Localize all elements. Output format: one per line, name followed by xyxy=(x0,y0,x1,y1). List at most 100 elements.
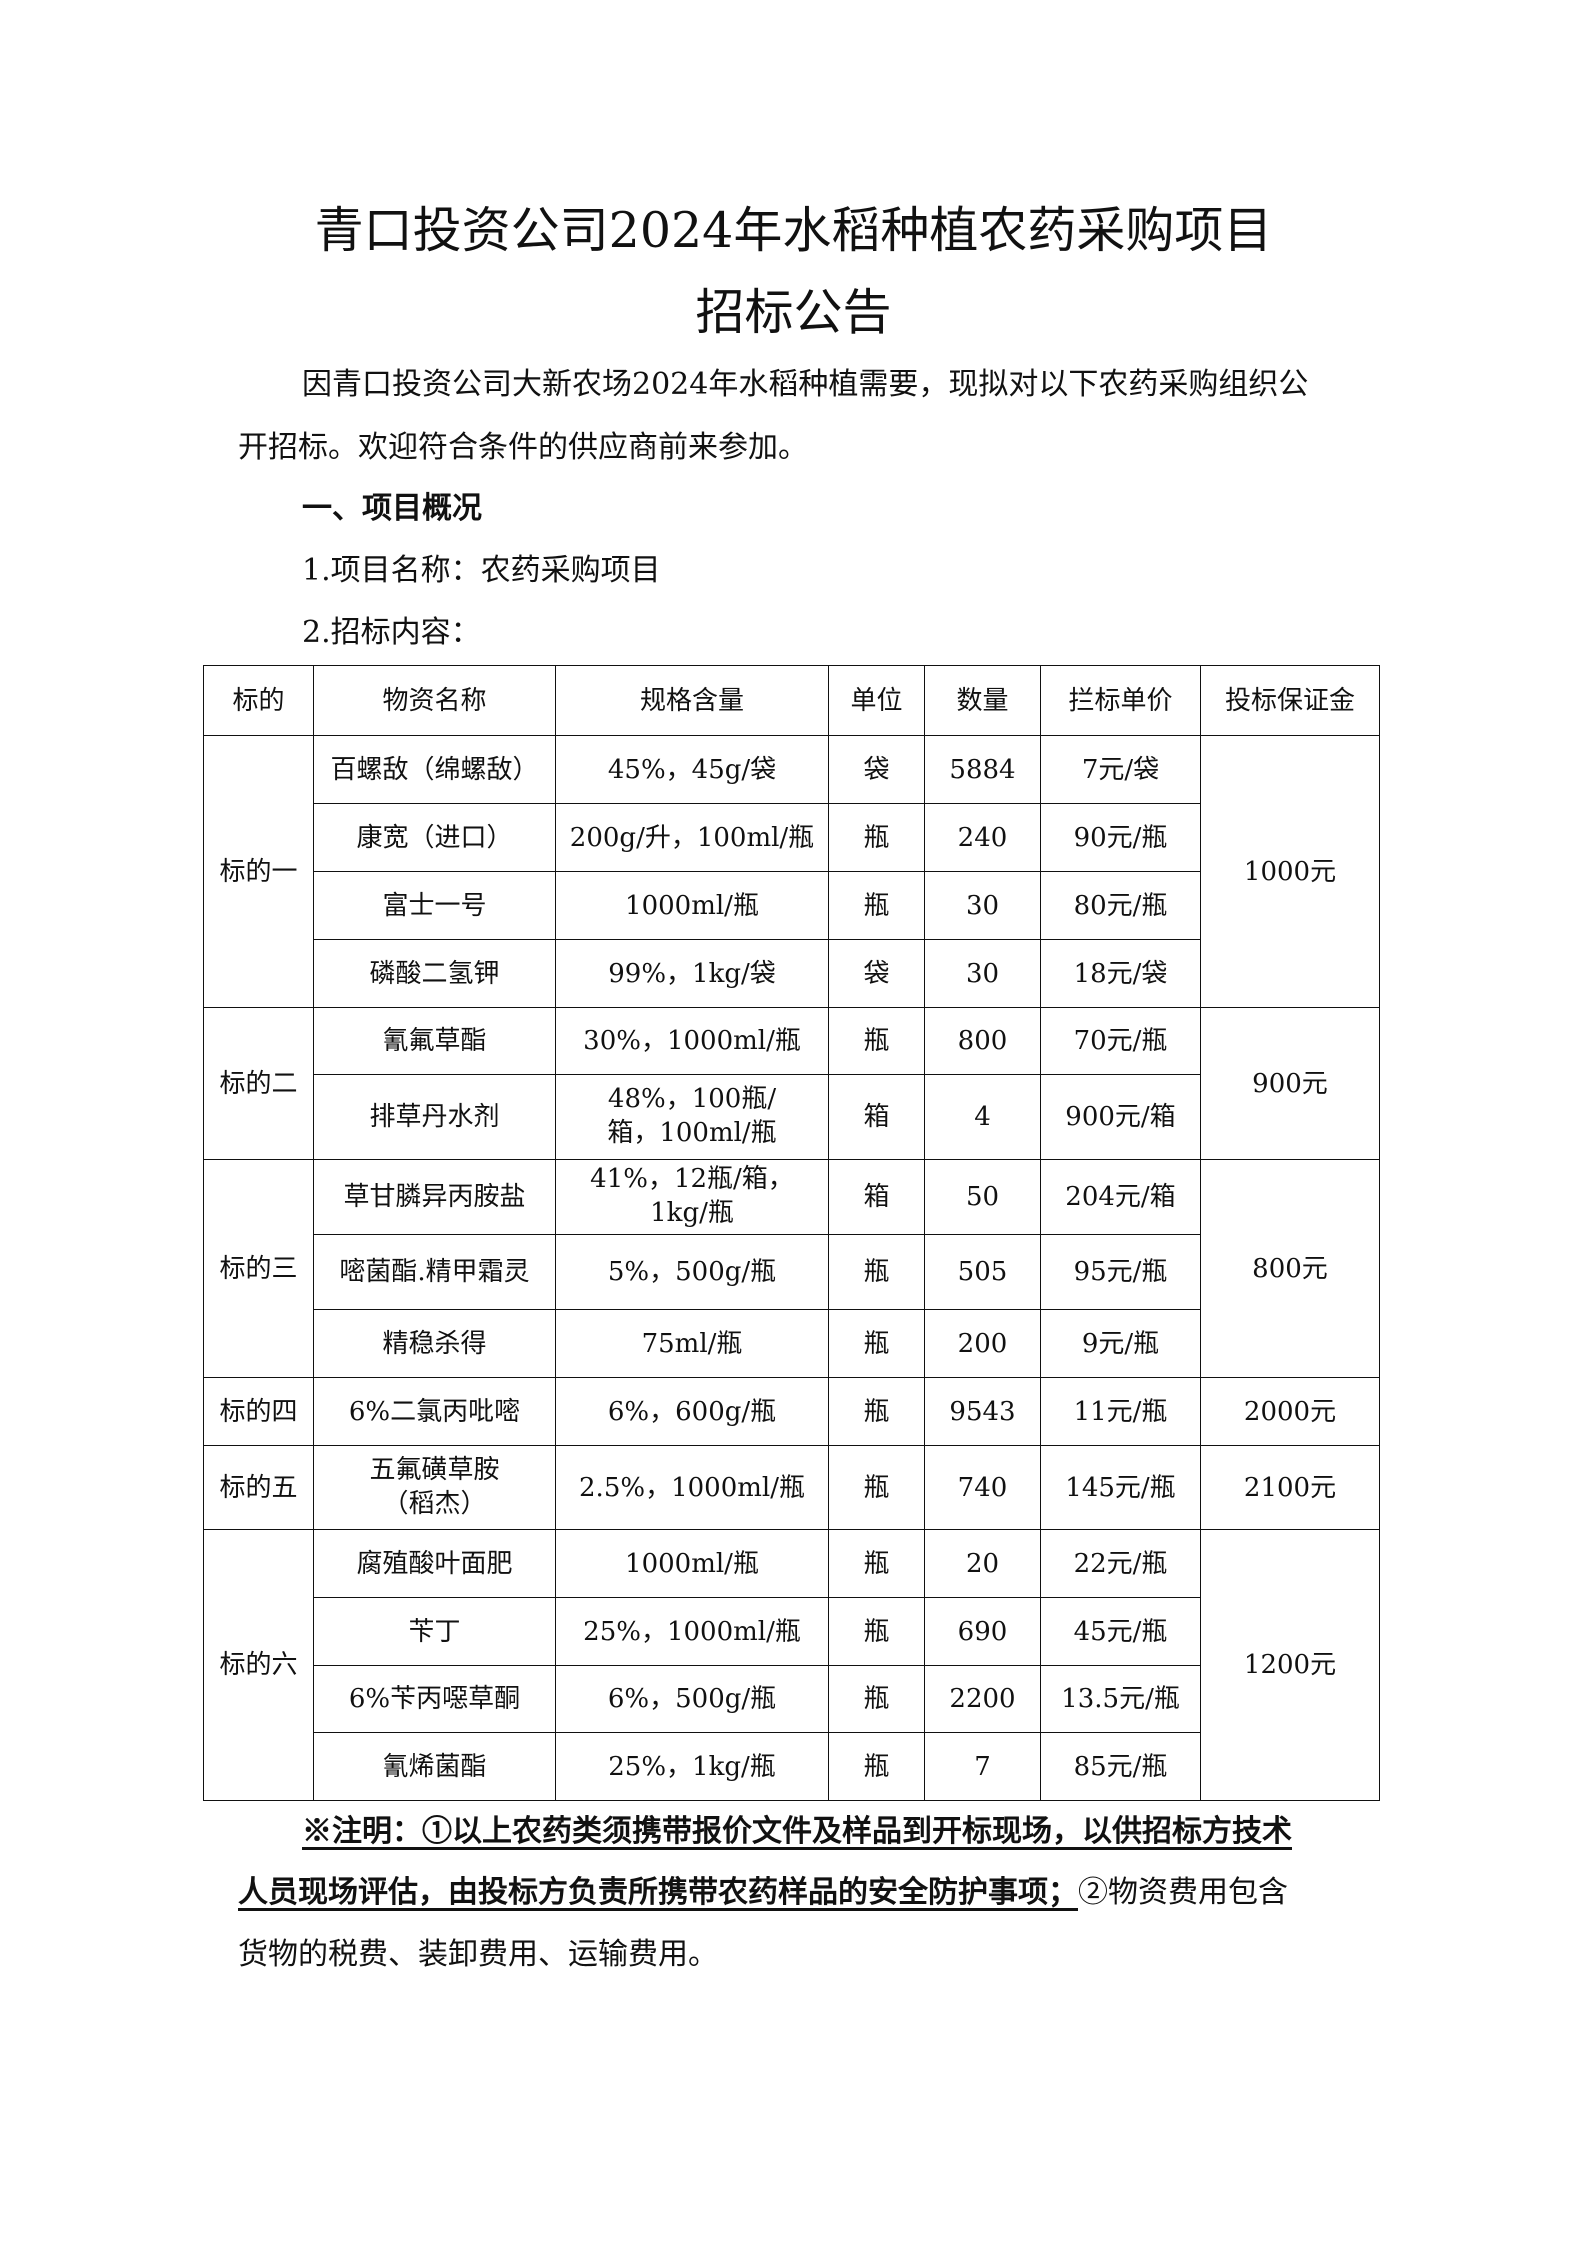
table-row: 标的三 草甘膦异丙胺盐 41%，12瓶/箱，1kg/瓶箱 50 204元/箱 800元 xyxy=(203,1159,1380,1378)
unit-cell: 瓶 xyxy=(828,1377,925,1446)
lot-cell: 标的五 xyxy=(203,1445,314,1530)
deposit-cell: 2100元 xyxy=(1200,1445,1380,1530)
lot-cell: 标的二 xyxy=(203,1007,314,1160)
quantity-cell: 7 xyxy=(924,1732,1041,1801)
quantity-cell: 50 xyxy=(924,1159,1041,1235)
quantity-cell: 4 xyxy=(924,1074,1041,1160)
lot-cell: 标的三 xyxy=(203,1159,314,1378)
unit-price-cap-cell: 85元/瓶 xyxy=(1040,1732,1201,1801)
quantity-cell: 5884 xyxy=(924,735,1041,804)
spec-cell: 25%，1kg/瓶 xyxy=(555,1732,829,1801)
item-name-cell: 磷酸二氢钾 xyxy=(313,939,556,1008)
unit-price-cap-cell: 204元/箱 xyxy=(1040,1159,1201,1235)
quantity-cell: 30 xyxy=(924,871,1041,940)
item-name-cell: 百螺敌（绵螺敌） xyxy=(313,735,556,804)
title-line-1: 青口投资公司2024年水稻种植农药采购项目 xyxy=(314,202,1273,259)
bid-content-label: 2.招标内容： xyxy=(302,615,481,650)
quantity-cell: 200 xyxy=(924,1309,1041,1378)
lot-cell: 标的一 xyxy=(203,735,314,1008)
note-line-1: ※注明：①以上农药类须携带报价文件及样品到开标现场，以供招标方技术 xyxy=(302,1814,1292,1849)
item-name-cell: 6%苄丙噁草酮 xyxy=(313,1665,556,1733)
intro-line-2: 开招标。欢迎符合条件的供应商前来参加。 xyxy=(238,430,808,465)
lot-cell: 标的四 xyxy=(203,1377,314,1446)
lot-cell: 标的六 xyxy=(203,1529,314,1801)
spec-cell: 30%，1000ml/瓶 xyxy=(555,1007,829,1075)
unit-cell: 瓶 xyxy=(828,871,925,940)
item-name-cell: 草甘膦异丙胺盐 xyxy=(313,1159,556,1235)
note-line-2-plain: ②物资费用包含 xyxy=(1078,1875,1288,1910)
spec-cell: 6%，500g/瓶 xyxy=(555,1665,829,1733)
deposit-cell: 1200元 xyxy=(1200,1529,1380,1801)
column-header: 规格含量 xyxy=(555,665,829,736)
title-line-2: 招标公告 xyxy=(695,284,892,341)
table-row: 标的四 6%二氯丙吡嘧 6%，600g/瓶瓶 9543 11元/瓶 2000元 xyxy=(203,1377,1380,1446)
unit-cell: 瓶 xyxy=(828,1234,925,1310)
deposit-cell: 800元 xyxy=(1200,1159,1380,1378)
spec-cell: 6%，600g/瓶 xyxy=(555,1377,829,1446)
column-header: 数量 xyxy=(924,665,1041,736)
header-row: 标的 物资名称 规格含量 单位 数量 拦标单价 投标保证金 xyxy=(203,665,1380,736)
item-name-cell: 6%二氯丙吡嘧 xyxy=(313,1377,556,1446)
unit-price-cap-cell: 70元/瓶 xyxy=(1040,1007,1201,1075)
spec-cell: 99%，1kg/袋 xyxy=(555,939,829,1008)
spec-cell: 1000ml/瓶 xyxy=(555,1529,829,1598)
quantity-cell: 20 xyxy=(924,1529,1041,1598)
unit-cell: 瓶 xyxy=(828,1309,925,1378)
unit-price-cap-cell: 80元/瓶 xyxy=(1040,871,1201,940)
table-row: 标的一 百螺敌（绵螺敌） 45%，45g/袋袋 5884 7元/袋 1000元 xyxy=(203,735,1380,1008)
spec-cell: 45%，45g/袋 xyxy=(555,735,829,804)
spec-cell: 5%，500g/瓶 xyxy=(555,1234,829,1310)
item-name-cell: 苄丁 xyxy=(313,1597,556,1666)
spec-cell: 200g/升，100ml/瓶 xyxy=(555,803,829,872)
table-row: 磷酸二氢钾 99%，1kg/袋袋 30 18元/袋 xyxy=(204,939,1380,1008)
unit-price-cap-cell: 900元/箱 xyxy=(1040,1074,1201,1160)
unit-cell: 箱 xyxy=(828,1159,925,1235)
quantity-cell: 30 xyxy=(924,939,1041,1008)
unit-price-cap-cell: 45元/瓶 xyxy=(1040,1597,1201,1666)
unit-price-cap-cell: 18元/袋 xyxy=(1040,939,1201,1008)
column-header: 拦标单价 xyxy=(1040,665,1201,736)
unit-price-cap-cell: 95元/瓶 xyxy=(1040,1234,1201,1310)
column-header: 标的 xyxy=(203,665,314,736)
item-name-cell: 富士一号 xyxy=(313,871,556,940)
table-row: 嘧菌酯.精甲霜灵 5%，500g/瓶瓶 505 95元/瓶 xyxy=(204,1234,1380,1310)
table-row: 标的五 五氟磺草胺（稻杰） 2.5%，1000ml/瓶瓶 740 145元/瓶 2100元 xyxy=(203,1445,1380,1530)
section-heading: 一、项目概况 xyxy=(302,491,482,526)
column-header: 单位 xyxy=(828,665,925,736)
unit-price-cap-cell: 11元/瓶 xyxy=(1040,1377,1201,1446)
spec-text: 48%，100瓶/箱，100ml/瓶 xyxy=(607,1084,777,1148)
item-name-cell: 嘧菌酯.精甲霜灵 xyxy=(313,1234,556,1310)
unit-price-cap-cell: 13.5元/瓶 xyxy=(1040,1665,1201,1733)
unit-cell: 瓶 xyxy=(828,1445,925,1530)
unit-cell: 瓶 xyxy=(828,1665,925,1733)
item-name-cell: 精稳杀得 xyxy=(313,1309,556,1378)
quantity-cell: 800 xyxy=(924,1007,1041,1075)
spec-cell: 41%，12瓶/箱，1kg/瓶 xyxy=(555,1159,829,1235)
intro-line-1: 因青口投资公司大新农场2024年水稻种植需要，现拟对以下农药采购组织公 xyxy=(302,367,1309,402)
table-row: 氰烯菌酯 25%，1kg/瓶瓶 7 85元/瓶 xyxy=(204,1732,1380,1801)
column-header: 物资名称 xyxy=(313,665,556,736)
unit-price-cap-cell: 22元/瓶 xyxy=(1040,1529,1201,1598)
table-row: 排草丹水剂 48%，100瓶/箱，100ml/瓶箱 4 900元/箱 xyxy=(204,1074,1380,1160)
project-name: 1.项目名称：农药采购项目 xyxy=(302,553,661,588)
spec-cell: 48%，100瓶/箱，100ml/瓶 xyxy=(555,1074,829,1160)
note-line-2-bold: 人员现场评估，由投标方负责所携带农药样品的安全防护事项； xyxy=(238,1875,1078,1910)
unit-price-cap-cell: 90元/瓶 xyxy=(1040,803,1201,872)
unit-cell: 瓶 xyxy=(828,1007,925,1075)
note-line-3: 货物的税费、装卸费用、运输费用。 xyxy=(238,1937,718,1972)
bid-table: 标的 物资名称 规格含量 单位 数量 拦标单价 投标保证金 标的一 百螺敌（绵螺敌） 45%，45… xyxy=(203,665,1380,1801)
spec-cell: 25%，1000ml/瓶 xyxy=(555,1597,829,1666)
table-row: 精稳杀得 75ml/瓶瓶 200 9元/瓶 xyxy=(204,1309,1380,1378)
quantity-cell: 240 xyxy=(924,803,1041,872)
quantity-cell: 505 xyxy=(924,1234,1041,1310)
spec-cell: 2.5%，1000ml/瓶 xyxy=(555,1445,829,1530)
quantity-cell: 2200 xyxy=(924,1665,1041,1733)
unit-price-cap-cell: 9元/瓶 xyxy=(1040,1309,1201,1378)
table-row: 6%苄丙噁草酮 6%，500g/瓶瓶 2200 13.5元/瓶 xyxy=(204,1665,1380,1733)
item-name-cell: 氰氟草酯 xyxy=(313,1007,556,1075)
spec-cell: 1000ml/瓶 xyxy=(555,871,829,940)
column-header: 投标保证金 xyxy=(1200,665,1380,736)
deposit-cell: 2000元 xyxy=(1200,1377,1380,1446)
unit-cell: 袋 xyxy=(828,735,925,804)
item-name-cell: 排草丹水剂 xyxy=(313,1074,556,1160)
